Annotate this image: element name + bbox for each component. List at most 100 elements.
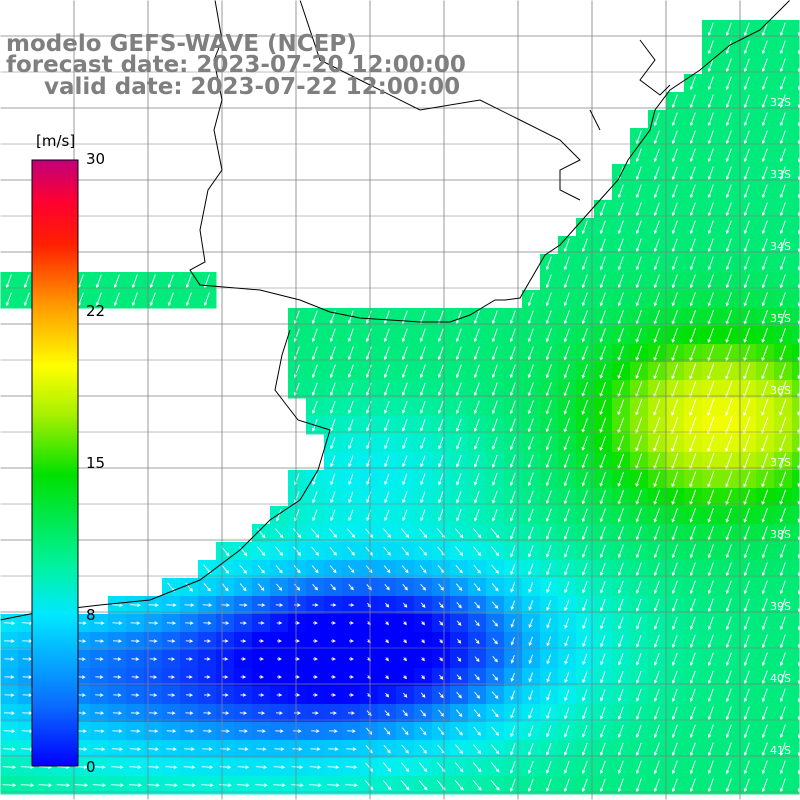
wind-arrow (761, 778, 768, 793)
wind-arrow (274, 528, 284, 539)
wind-arrow (725, 742, 732, 757)
wind-arrow (725, 345, 733, 362)
wind-arrow (743, 670, 750, 685)
wind-arrow (599, 760, 606, 775)
wind-arrow (779, 76, 786, 91)
wind-arrow (671, 327, 679, 343)
wind-arrow (779, 381, 787, 398)
wind-arrow (689, 112, 696, 127)
wind-arrow (273, 783, 286, 788)
wind-arrow (403, 675, 407, 680)
wind-arrow (113, 292, 120, 307)
wind-arrow (635, 166, 642, 181)
wind-arrow (149, 711, 158, 715)
wind-arrow (635, 381, 643, 398)
wind-arrow (402, 491, 408, 504)
wind-arrow (237, 783, 250, 788)
wind-arrow (635, 130, 642, 145)
wind-arrow (383, 528, 392, 539)
wind-arrow (473, 744, 482, 755)
wind-arrow (420, 491, 426, 504)
wind-arrow (220, 546, 230, 557)
wind-arrow (582, 707, 588, 720)
wind-arrow (455, 310, 462, 325)
wind-arrow (599, 220, 606, 235)
wind-arrow (546, 599, 552, 611)
wind-arrow (617, 508, 624, 523)
wind-arrow (510, 690, 516, 701)
wind-arrow (238, 729, 248, 733)
wind-arrow (545, 364, 552, 379)
wind-arrow (617, 328, 624, 343)
wind-arrow (490, 744, 500, 755)
wind-arrow (725, 58, 732, 73)
wind-arrow (671, 434, 679, 452)
wind-arrow (725, 327, 733, 343)
wind-arrow (528, 581, 534, 593)
wind-arrow (148, 621, 159, 625)
wind-arrow (707, 670, 714, 685)
wind-speed-cell (792, 524, 800, 543)
wind-arrow (490, 762, 500, 773)
wind-arrow (129, 603, 141, 608)
wind-arrow (312, 621, 318, 625)
wind-arrow (328, 747, 339, 751)
wind-arrow (725, 238, 732, 253)
wind-arrow (635, 670, 642, 684)
colorbar-tick-0: 0 (86, 758, 96, 776)
wind-arrow (291, 783, 304, 788)
wind-arrow (635, 238, 642, 253)
wind-arrow (725, 616, 732, 631)
wind-arrow (743, 238, 750, 253)
wind-arrow (130, 621, 141, 625)
wind-arrow (527, 526, 534, 540)
wind-arrow (203, 639, 211, 643)
wind-arrow (131, 657, 140, 661)
wind-arrow (635, 724, 642, 738)
wind-speed-cell (792, 308, 800, 327)
wind-arrow (761, 274, 768, 289)
wind-arrow (707, 58, 714, 73)
wind-arrow (599, 526, 606, 541)
wind-speed-cell (792, 632, 800, 651)
wind-arrow (563, 544, 570, 558)
colorbar-frame (31, 159, 79, 767)
wind-arrow (725, 292, 732, 307)
wind-arrow (725, 274, 732, 289)
wind-arrow (635, 471, 643, 488)
wind-arrow (599, 435, 607, 451)
wind-arrow (617, 724, 624, 738)
wind-arrow (725, 112, 732, 127)
wind-arrow (725, 706, 732, 721)
wind-arrow (545, 526, 552, 540)
wind-arrow (528, 707, 534, 719)
wind-speed-cell (792, 362, 800, 381)
wind-arrow (635, 778, 642, 793)
wind-arrow (491, 346, 498, 361)
wind-arrow (474, 656, 480, 663)
wind-arrow (653, 670, 660, 684)
wind-arrow (238, 747, 249, 751)
wind-arrow (383, 400, 390, 414)
wind-arrow (419, 546, 428, 556)
wind-arrow (779, 616, 786, 631)
wind-arrow (167, 693, 176, 697)
wind-arrow (797, 570, 800, 577)
wind-arrow (743, 778, 750, 793)
wind-arrow (400, 780, 410, 791)
wind-arrow (689, 327, 697, 343)
wind-arrow (599, 238, 606, 253)
wind-arrow (420, 473, 426, 486)
wind-arrow (707, 184, 714, 199)
wind-arrow (581, 256, 588, 271)
wind-arrow (563, 490, 570, 505)
lat-label-34s: 34S (770, 240, 791, 253)
wind-arrow (455, 437, 462, 450)
wind-arrow (509, 310, 516, 325)
wind-arrow (420, 583, 427, 591)
wind-arrow (491, 708, 499, 718)
wind-arrow (582, 689, 588, 702)
wind-arrow (473, 726, 481, 736)
wind-arrow (348, 639, 354, 643)
wind-arrow (599, 274, 606, 289)
